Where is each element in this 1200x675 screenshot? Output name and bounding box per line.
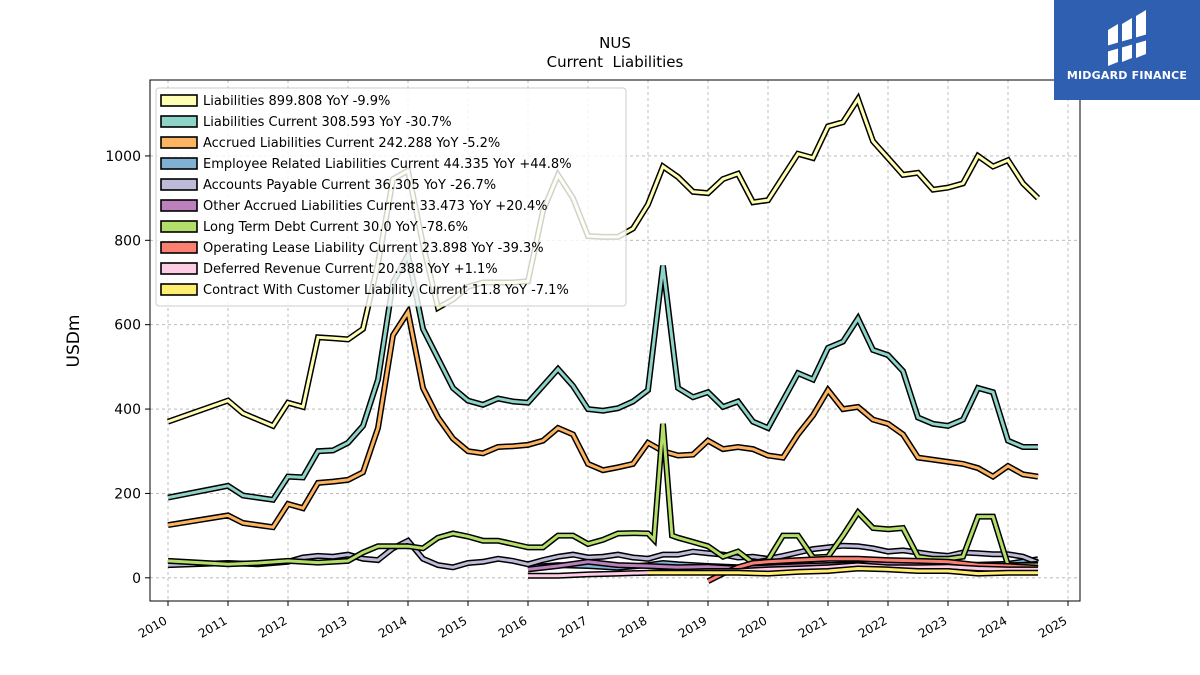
x-tick-label: 2024 — [976, 613, 1009, 640]
series-outline — [167, 304, 1039, 531]
legend-entry: Accounts Payable Current 36.305 YoY -26.… — [203, 178, 496, 193]
legend-entry: Accrued Liabilities Current 242.288 YoY … — [203, 136, 500, 151]
x-tick-label: 2018 — [616, 613, 649, 640]
series-7-line — [167, 423, 1038, 569]
series-3-line — [167, 304, 1039, 531]
legend-swatch — [160, 178, 198, 191]
x-tick-label: 2020 — [736, 613, 769, 640]
y-tick-label: 0 — [132, 571, 141, 587]
legend-swatch — [160, 157, 198, 170]
y-tick-label: 800 — [114, 233, 141, 249]
y-axis-label: USDm — [64, 315, 84, 368]
brand-name: MIDGARD FINANCE — [1066, 69, 1188, 82]
x-tick-label: 2014 — [376, 613, 409, 640]
series-line — [167, 250, 1038, 502]
x-tick-label: 2016 — [496, 613, 529, 640]
x-tick-label: 2017 — [556, 613, 589, 640]
legend-swatch — [160, 115, 198, 128]
x-tick-label: 2011 — [196, 613, 229, 640]
series-10-line — [648, 565, 1038, 577]
series-line — [167, 423, 1038, 567]
legend-entry: Operating Lease Liability Current 23.898… — [203, 241, 544, 256]
legend: Liabilities 899.808 YoY -9.9% Liabilities… — [155, 87, 627, 307]
legend-box — [155, 87, 627, 307]
x-tick-label: 2012 — [256, 613, 289, 640]
legend-entry: Liabilities Current 308.593 YoY -30.7% — [203, 115, 452, 130]
legend-swatch — [160, 220, 198, 233]
x-tick-label: 2013 — [316, 613, 349, 640]
legend-entry: Other Accrued Liabilities Current 33.473… — [203, 199, 548, 214]
legend-entry: Deferred Revenue Current 20.388 YoY +1.1… — [203, 262, 498, 277]
legend-entry: Long Term Debt Current 30.0 YoY -78.6% — [203, 220, 468, 235]
legend-swatch — [160, 262, 198, 275]
series-layer — [167, 92, 1041, 584]
series-2-line — [167, 246, 1038, 504]
legend-entry: Contract With Customer Liability Current… — [203, 283, 569, 298]
series-8-line — [706, 555, 1039, 584]
x-tick-label: 2025 — [1036, 613, 1069, 640]
legend-entry: Liabilities 899.808 YoY -9.9% — [203, 94, 390, 109]
series-line — [167, 538, 1039, 569]
y-tick-label: 200 — [114, 486, 141, 502]
plot-area-frame — [149, 79, 1081, 602]
series-9-line — [528, 562, 1038, 579]
y-tick-label: 600 — [114, 318, 141, 334]
series-5-line — [167, 536, 1040, 571]
brand-logo: MIDGARD FINANCE — [1054, 0, 1200, 100]
x-tick-label: 2010 — [136, 613, 169, 640]
legend-swatch — [160, 241, 198, 254]
x-tick-label: 2022 — [856, 613, 889, 640]
x-tick-label: 2015 — [436, 613, 469, 640]
y-tick-label: 1000 — [105, 149, 141, 165]
x-tick-label: 2021 — [796, 613, 829, 640]
chart-title: NUS — [599, 34, 631, 52]
series-line — [648, 566, 1038, 576]
y-tick-label: 400 — [114, 402, 141, 418]
legend-swatch — [160, 283, 198, 296]
chart-subtitle: Current Liabilities — [547, 53, 684, 71]
legend-swatch — [160, 199, 198, 212]
legend-entry: Employee Related Liabilities Current 44.… — [203, 157, 572, 172]
legend-swatch — [160, 136, 198, 149]
brand-mark-icon — [1106, 10, 1148, 66]
series-line — [167, 308, 1039, 529]
legend-swatch — [160, 94, 198, 107]
series-line — [528, 563, 1038, 578]
x-tick-label: 2023 — [916, 613, 949, 640]
series-line — [707, 557, 1039, 583]
x-tick-label: 2019 — [676, 613, 709, 640]
